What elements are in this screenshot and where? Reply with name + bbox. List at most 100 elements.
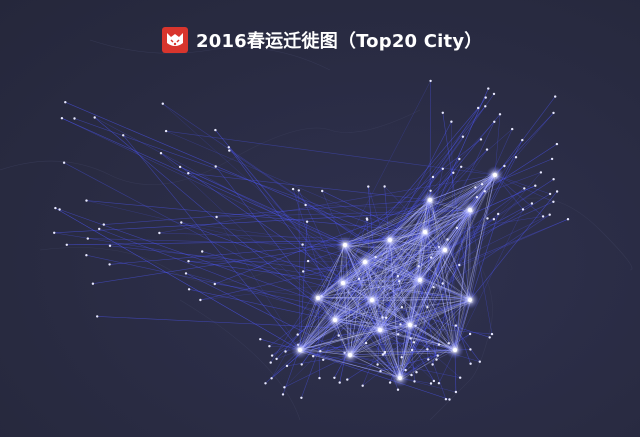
hub-city-dot[interactable] — [428, 198, 432, 202]
flow-line — [390, 240, 400, 377]
flow-line — [389, 239, 446, 251]
city-dot — [458, 157, 461, 161]
city-dot — [270, 354, 274, 357]
city-dot — [376, 363, 379, 366]
hub-city-dot[interactable] — [418, 278, 422, 282]
hub-city-dot[interactable] — [341, 281, 345, 285]
city-dot — [58, 208, 61, 211]
hub-city-dot[interactable] — [363, 260, 367, 264]
flow-line — [387, 239, 412, 328]
flow-line — [455, 211, 470, 352]
hub-city-dot[interactable] — [408, 323, 412, 327]
flow-line — [389, 239, 456, 351]
flow-line — [469, 191, 558, 301]
city-dot — [475, 196, 479, 199]
city-dot — [479, 138, 483, 141]
city-dot — [361, 384, 364, 387]
flow-line — [59, 209, 456, 351]
city-dot — [301, 243, 304, 246]
city-dot — [264, 382, 267, 385]
city-dot — [548, 213, 551, 216]
flow-line — [316, 297, 402, 381]
flow-line — [332, 299, 472, 318]
city-dot — [415, 371, 418, 374]
hub-city-dot[interactable] — [343, 243, 347, 247]
city-dot — [73, 117, 76, 120]
city-dot — [498, 113, 502, 116]
flow-line — [316, 240, 390, 299]
flow-line — [299, 282, 344, 351]
city-dot — [379, 370, 382, 373]
flow-line — [343, 283, 350, 355]
hub-city-dot[interactable] — [453, 348, 457, 352]
city-dot — [460, 165, 463, 168]
hub-city-dot[interactable] — [370, 298, 374, 302]
hub-city-dot[interactable] — [298, 348, 302, 352]
flow-line — [364, 246, 440, 263]
city-dot — [492, 92, 496, 96]
flow-line — [405, 209, 471, 371]
city-dot — [364, 341, 368, 345]
flow-line — [377, 330, 454, 348]
city-dot — [511, 127, 514, 131]
flow-line — [344, 172, 542, 246]
city-dot — [448, 398, 451, 401]
city-dot — [285, 364, 289, 368]
hub-city-dot[interactable] — [378, 328, 382, 332]
flow-line — [444, 201, 554, 251]
flow-line — [379, 239, 391, 331]
city-dot — [60, 117, 64, 120]
hub-city-dot[interactable] — [443, 248, 447, 252]
flow-line — [122, 135, 301, 351]
city-dot — [488, 336, 491, 339]
flow-line — [351, 200, 432, 353]
hub-city-dot[interactable] — [348, 353, 352, 357]
city-dot — [468, 332, 472, 336]
flow-line — [292, 188, 421, 281]
hub-city-dot[interactable] — [468, 298, 472, 302]
flow-line — [384, 186, 401, 379]
flow-line — [317, 279, 422, 298]
hub-city-dot[interactable] — [493, 173, 497, 177]
city-dot — [493, 120, 496, 124]
flow-line — [349, 351, 457, 358]
city-dot — [478, 360, 481, 363]
flow-line — [317, 106, 486, 299]
hub-city-dot[interactable] — [423, 230, 427, 234]
flow-line — [92, 231, 426, 284]
city-dot — [555, 142, 559, 146]
flow-line — [389, 97, 486, 241]
flow-line — [334, 174, 496, 321]
city-dot — [480, 183, 484, 186]
flow-line — [299, 297, 319, 351]
flow-line — [215, 129, 381, 331]
flow-line — [214, 283, 319, 299]
flow-line — [299, 342, 415, 351]
hub-city-dot[interactable] — [398, 376, 402, 380]
flow-line — [389, 239, 403, 308]
flow-line — [349, 323, 413, 355]
flow-line — [299, 221, 308, 351]
flow-line — [429, 114, 501, 201]
hub-city-dot[interactable] — [333, 318, 337, 322]
city-dot — [201, 250, 204, 253]
hub-city-dot[interactable] — [316, 296, 320, 300]
city-dot — [432, 379, 436, 383]
city-dot — [319, 350, 322, 353]
flow-line — [385, 199, 431, 318]
hub-city-dot[interactable] — [388, 238, 392, 242]
flow-line — [344, 139, 482, 246]
flow-line — [185, 273, 456, 351]
city-dot — [300, 363, 303, 366]
hub-city-dot[interactable] — [468, 208, 472, 212]
city-dot — [302, 270, 305, 273]
flow-line — [317, 80, 431, 299]
flow-line — [332, 241, 394, 322]
city-dot — [312, 355, 315, 358]
flow-line — [399, 174, 496, 379]
flow-line — [200, 282, 344, 301]
flow-line — [346, 175, 496, 248]
flow-line — [334, 211, 469, 320]
city-dot — [410, 348, 414, 352]
